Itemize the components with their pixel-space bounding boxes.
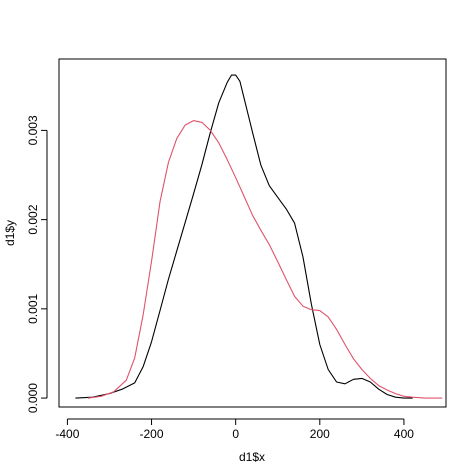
x-tick-label: -200 xyxy=(140,427,164,441)
series-line-2 xyxy=(87,120,443,399)
y-axis-label: d1$y xyxy=(3,220,17,246)
x-tick-label: -400 xyxy=(55,427,79,441)
series-layer xyxy=(75,74,443,399)
y-tick-label: 0.002 xyxy=(26,204,40,234)
y-tick-label: 0.003 xyxy=(26,115,40,145)
plot-frame xyxy=(58,58,447,408)
x-tick-label: 200 xyxy=(310,427,330,441)
y-axis: 0.000 0.001 0.002 0.003 xyxy=(26,115,48,413)
x-tick-label: 0 xyxy=(232,427,239,441)
y-tick-label: 0.000 xyxy=(26,383,40,413)
x-axis: -400 -200 0 200 400 xyxy=(55,418,414,441)
x-axis-label: d1$x xyxy=(239,450,265,464)
series-line-1 xyxy=(75,74,413,399)
y-tick-label: 0.001 xyxy=(26,294,40,324)
x-tick-label: 400 xyxy=(394,427,414,441)
